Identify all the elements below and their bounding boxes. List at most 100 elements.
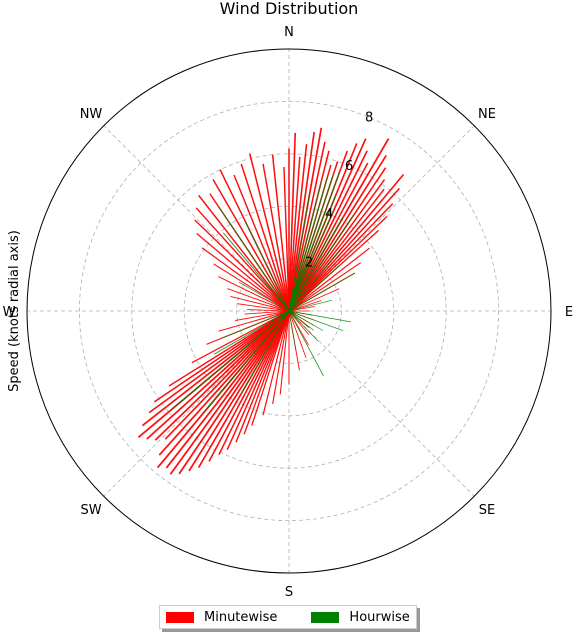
minutewise-bar-86 [248,153,290,312]
radial-tick-label-2: 2 [305,256,313,271]
hourwise-bar-6 [288,210,335,312]
minutewise-bar-43 [262,310,290,416]
minutewise-bar-75 [213,263,290,312]
hourwise-bar-22 [202,310,290,414]
minutewise-bar-49 [208,310,290,462]
minutewise-bar-51 [188,310,290,472]
minutewise-bar-78 [194,219,290,312]
minutewise-bar-4 [288,131,315,312]
direction-label-S: S [285,585,293,600]
hourwise-bar-28 [218,206,290,312]
minutewise-bar-64 [168,310,290,387]
direction-label-SW: SW [80,503,101,518]
minutewise-bar-65 [191,310,290,364]
hourwise-bar-9 [288,215,354,312]
legend-item-minutewise: Minutewise [166,610,277,625]
minutewise-bar-59 [146,310,290,440]
minutewise-bar-58 [154,310,290,441]
hourwise-bar-18 [288,310,319,342]
minutewise-bar-73 [227,288,290,312]
minutewise-bar-87 [262,163,290,312]
hourwise-bar-14 [288,310,351,323]
minutewise-bar-21 [288,187,401,312]
minutewise-bar-3 [288,144,308,312]
hourwise-bar-13 [288,299,333,312]
grid-spoke-NW [103,125,290,312]
minutewise-bar-69 [244,310,290,315]
hourwise-bar-29 [244,221,290,312]
label-group: 2 4 6 8 N NE E SE S SW W NW [3,25,574,600]
direction-label-N: N [284,25,294,40]
minutewise-bar-61 [141,310,290,427]
polar-grid [26,48,552,574]
minutewise-bar-45 [243,310,290,435]
minutewise-bar-72 [230,295,290,312]
hourwise-bar-12 [288,272,355,312]
minutewise-bar-80 [198,194,290,312]
minutewise-bar-62 [148,310,290,414]
minutewise-bar-76 [201,247,290,312]
hourwise-bar-19 [288,310,324,376]
minutewise-bar-44 [251,310,290,426]
minutewise-bar-22 [288,203,394,312]
minutewise-bar-79 [195,207,290,312]
minutewise-bar-29 [288,300,322,312]
minutewise-bar-63 [153,310,290,403]
minutewise-bar-46 [235,310,290,443]
bars-group [137,127,405,475]
hourwise-bar-23 [172,310,290,410]
minutewise-bar-67 [218,310,290,332]
minutewise-bar-52 [178,310,290,475]
hourwise-bar-7 [288,227,334,312]
minutewise-bar-71 [237,303,290,312]
direction-label-NW: NW [80,107,103,122]
grid-spoke-SE [288,310,475,497]
minutewise-bar-13 [288,150,368,312]
minutewise-bar-88 [271,154,290,312]
hourwise-bar-21 [241,310,290,393]
hourwise-bar-0 [288,192,311,312]
hourwise-bar-25 [220,310,290,339]
hourwise-bar-1 [288,183,322,312]
polar-outer-ring [26,48,552,574]
legend-label-hourwise: Hourwise [349,609,410,625]
y-axis-label: Speed (knots radial axis) [7,230,22,392]
hourwise-bar-3 [288,176,334,312]
hourwise-bar-27 [222,232,290,312]
minutewise-bar-84 [233,174,290,312]
direction-label-W: W [3,305,16,320]
hourwise-bar-24 [213,310,290,355]
minutewise-bar-16 [288,155,387,312]
minutewise-bar-68 [234,310,290,322]
legend-swatch-hourwise [311,611,340,623]
hourwise-bar-11 [288,265,340,312]
hourwise-bar-20 [288,310,297,350]
minutewise-bar-18 [288,179,386,312]
minutewise-bar-82 [212,179,290,312]
radial-tick-label-8: 8 [365,110,373,125]
minutewise-bar-57 [164,310,290,440]
direction-label-NE: NE [478,107,496,122]
minutewise-bar-36 [288,310,310,336]
direction-label-E: E [565,305,573,320]
hourwise-bar-2 [288,177,328,312]
hourwise-bar-10 [288,248,342,312]
minutewise-bar-77 [196,233,290,312]
minutewise-bar-23 [288,215,388,312]
legend-item-hourwise: Hourwise [311,609,410,625]
minutewise-bar-48 [218,310,290,455]
hourwise-bar-16 [288,310,324,331]
radial-tick-label-6: 6 [345,159,353,174]
minutewise-bar-70 [247,309,290,312]
minutewise-bar-85 [240,163,290,312]
minutewise-bar-41 [279,310,290,395]
legend-label-minutewise: Minutewise [204,609,278,625]
grid-circle-8 [78,100,500,522]
grid-spoke-NE [288,125,475,312]
minutewise-bar-25 [288,247,370,312]
hourwise-bar-4 [288,172,340,312]
minutewise-bar-2 [288,156,301,312]
hourwise-bar-17 [288,310,314,331]
minutewise-bar-53 [169,310,290,475]
